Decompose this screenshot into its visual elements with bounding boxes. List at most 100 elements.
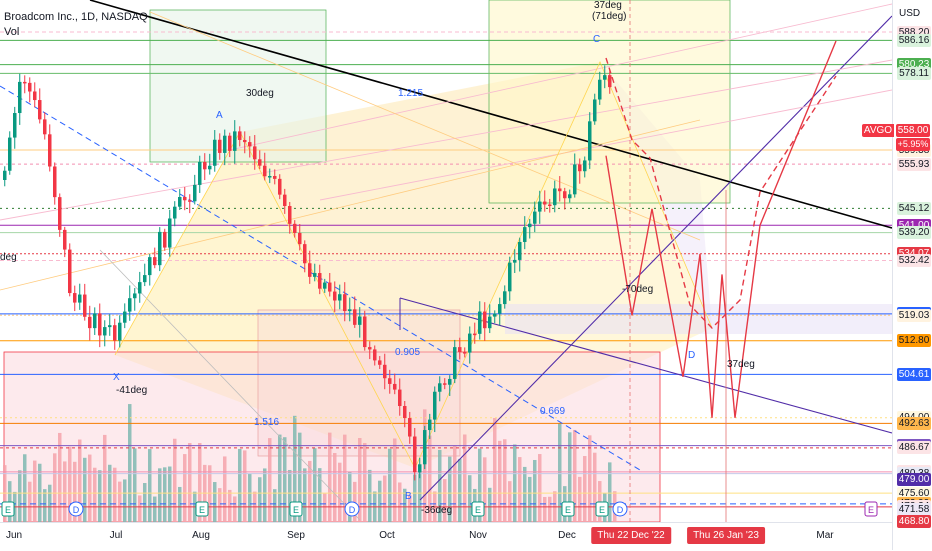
candle-body xyxy=(428,419,432,431)
earnings-marker xyxy=(561,501,575,517)
time-label-jun: Jun xyxy=(5,530,23,541)
volume-bar xyxy=(118,481,122,522)
volume-bar xyxy=(138,495,142,522)
candle-body xyxy=(138,282,142,294)
range-box-yellow xyxy=(488,0,731,204)
volume-bar xyxy=(383,475,387,522)
volume-bar xyxy=(213,482,217,522)
candle-body xyxy=(383,364,387,379)
candle-body xyxy=(128,298,132,312)
volume-bar xyxy=(328,432,332,522)
candle-body xyxy=(188,200,192,202)
candle-body xyxy=(123,311,127,323)
candle-body xyxy=(103,327,107,336)
volume-bar xyxy=(348,471,352,522)
candle-body xyxy=(298,232,302,245)
volume-bar xyxy=(333,453,337,522)
volume-bar xyxy=(238,448,242,522)
chart-plot-area[interactable]: E D E E D E E E D E Broadcom Inc., 1D, NASDAQ Vol… xyxy=(0,0,892,522)
candle-body xyxy=(443,383,447,385)
dividend-marker xyxy=(344,501,360,517)
candle-body xyxy=(388,378,392,384)
candle-body xyxy=(373,349,377,361)
time-label-jul: Jul xyxy=(109,530,123,541)
volume-bar xyxy=(408,495,412,522)
candle-body xyxy=(83,294,87,317)
volume-bar xyxy=(163,467,167,522)
candle-body xyxy=(578,164,582,172)
candle-body xyxy=(88,316,92,329)
volume-bar xyxy=(508,481,512,522)
candle-body xyxy=(408,418,412,437)
volume-bar xyxy=(403,488,407,522)
volume-bar xyxy=(493,417,497,522)
candle-body xyxy=(363,316,367,348)
price-label: 486.67 xyxy=(897,441,931,455)
volume-bar xyxy=(168,466,172,522)
candle-body xyxy=(378,360,382,365)
price-label: 512.80 xyxy=(897,334,931,348)
volume-bar xyxy=(283,437,287,522)
volume-bar xyxy=(58,432,62,522)
price-label: 578.11 xyxy=(897,66,931,80)
candle-body xyxy=(228,135,232,151)
candle-body xyxy=(318,273,322,289)
candle-body xyxy=(293,223,297,233)
earnings-marker-label: E xyxy=(5,505,11,515)
price-label: 555.93 xyxy=(897,157,931,171)
volume-bar xyxy=(463,434,467,522)
price-chart[interactable]: E D E E D E E E D E xyxy=(0,0,892,522)
volume-bar xyxy=(148,449,152,522)
dividend-marker xyxy=(612,501,628,517)
candle-body xyxy=(313,273,317,277)
candle-body xyxy=(3,170,7,180)
candle-body xyxy=(558,188,562,192)
candle-body xyxy=(533,211,537,224)
pattern-point-c: C xyxy=(593,34,601,45)
candle-body xyxy=(203,161,207,170)
volume-bar xyxy=(488,487,492,522)
fib-ratio-0669: 0.669 xyxy=(540,406,566,417)
volume-bar xyxy=(33,460,37,522)
volume-bar xyxy=(173,438,177,522)
price-label: 492.63 xyxy=(897,416,931,430)
angle-label-37: 37deg xyxy=(727,359,755,370)
volume-bar xyxy=(93,467,97,522)
price-axis[interactable]: USD 588.20586.16580.23578.11559.38555.93… xyxy=(892,0,932,550)
volume-bar xyxy=(538,454,542,522)
candle-body xyxy=(283,194,287,207)
candle-body xyxy=(568,194,572,199)
candle-body xyxy=(223,135,227,153)
projection-dashed xyxy=(605,57,837,330)
earnings-marker-label: E xyxy=(199,505,205,515)
candle-body xyxy=(58,197,62,230)
candle-body xyxy=(23,81,27,84)
volume-bar xyxy=(123,479,127,522)
candle-body xyxy=(248,142,252,147)
fib-ratio-0905: 0.905 xyxy=(395,347,421,358)
earnings-marker-label: E xyxy=(565,505,571,515)
volume-bar xyxy=(48,484,52,522)
volume-bar xyxy=(443,479,447,522)
volume-bar xyxy=(583,456,587,522)
candle-body xyxy=(268,175,272,178)
candle-body xyxy=(493,313,497,317)
volume-bar xyxy=(153,496,157,522)
candle-body xyxy=(323,282,327,289)
candle-body xyxy=(78,294,82,303)
price-label: 519.03 xyxy=(897,308,931,322)
candle-body xyxy=(603,75,607,80)
volume-bar xyxy=(448,456,452,522)
volume-bar xyxy=(243,450,247,522)
volume-bar xyxy=(533,459,537,522)
volume-bar xyxy=(503,439,507,522)
time-label-oct: Oct xyxy=(379,530,395,541)
volume-bar xyxy=(288,469,292,522)
time-axis[interactable]: Jun Jul Aug Sep Oct Nov Dec Mar Thu 22 D… xyxy=(0,522,892,551)
currency-label: USD xyxy=(899,8,921,19)
angle-label-top-paren: (71deg) xyxy=(592,11,627,22)
candle-body xyxy=(438,383,442,392)
candle-body xyxy=(458,347,462,353)
volume-bar xyxy=(548,496,552,522)
